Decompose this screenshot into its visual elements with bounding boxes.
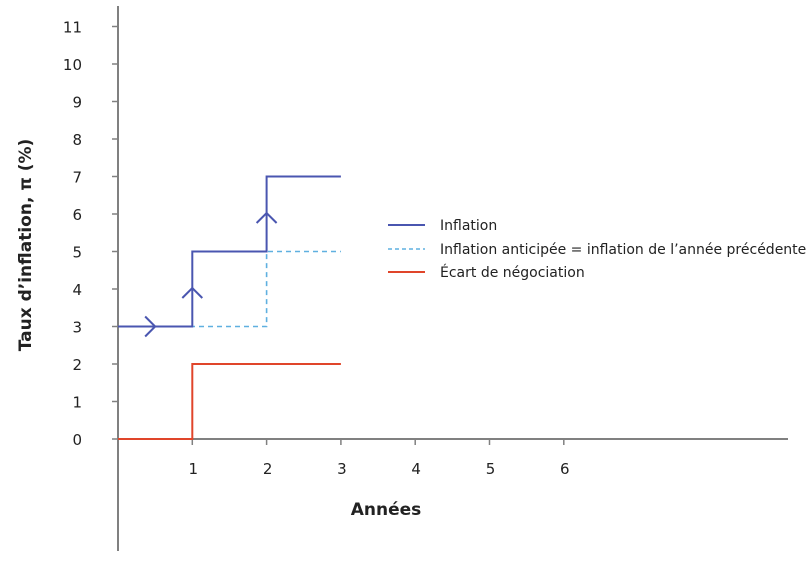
y-tick-label: 3 xyxy=(72,319,82,337)
y-tick-label: 4 xyxy=(72,281,82,299)
x-tick-label: 3 xyxy=(337,460,347,478)
x-axis-title: Années xyxy=(351,500,422,520)
legend-label-1: Inflation anticipée = inflation de l’ann… xyxy=(440,242,806,258)
series-line-1 xyxy=(118,250,341,328)
legend-label-2: Écart de négociation xyxy=(440,264,585,281)
arrow-up-icon xyxy=(181,286,204,299)
series-line-0 xyxy=(118,175,341,328)
x-tick-label: 2 xyxy=(263,460,273,478)
y-tick-label: 6 xyxy=(72,206,82,224)
legend-label-0: Inflation xyxy=(440,218,497,234)
y-axis-title: Taux d’inflation, π (%) xyxy=(16,139,36,352)
y-tick-label: 8 xyxy=(72,131,82,149)
x-axis: 1 2 3 4 5 6 xyxy=(118,438,788,478)
y-axis: 0 1 2 3 4 5 6 7 8 9 10 11 xyxy=(63,6,119,551)
x-tick-label: 5 xyxy=(486,460,496,478)
x-tick-label: 4 xyxy=(411,460,421,478)
y-tick-label: 7 xyxy=(72,169,82,187)
y-tick-label: 0 xyxy=(72,431,82,449)
y-tick-label: 2 xyxy=(72,356,82,374)
x-tick-label: 6 xyxy=(560,460,570,478)
x-tick-label: 1 xyxy=(189,460,199,478)
series-line-2 xyxy=(118,363,341,440)
y-tick-label: 5 xyxy=(72,244,82,262)
arrow-up-icon xyxy=(255,211,278,224)
series-layer xyxy=(118,175,341,440)
legend: Inflation Inflation anticipée = inflation… xyxy=(388,218,806,281)
y-tick-label: 11 xyxy=(63,19,82,37)
direction-arrows xyxy=(144,211,278,338)
y-tick-label: 9 xyxy=(72,94,82,112)
y-tick-label: 1 xyxy=(72,394,82,412)
y-tick-label: 10 xyxy=(63,56,82,74)
arrow-right-icon xyxy=(144,315,157,338)
